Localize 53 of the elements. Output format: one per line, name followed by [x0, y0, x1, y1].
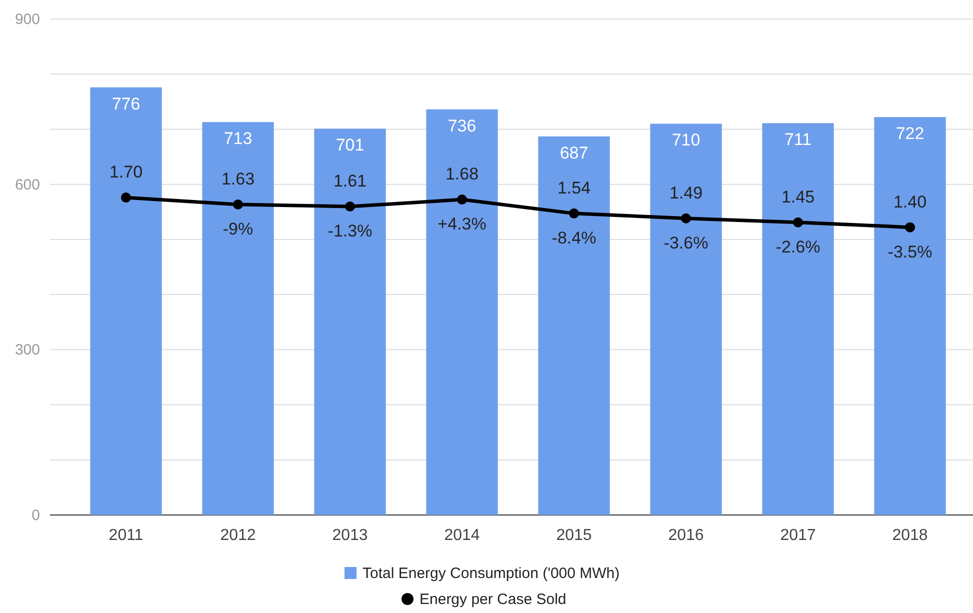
bar: [762, 123, 834, 515]
x-tick-label: 2016: [668, 527, 704, 544]
data-label: 1.63: [221, 170, 255, 189]
point: [681, 213, 691, 224]
bar: [314, 128, 386, 515]
x-tick-label: 2013: [332, 527, 368, 544]
annotation: +4.3%: [438, 214, 486, 234]
data-label: 687: [560, 143, 588, 162]
y-tick-label: 600: [14, 176, 40, 194]
data-label: 736: [448, 116, 476, 136]
point: [233, 200, 243, 210]
y-tick-label: 900: [14, 11, 40, 28]
point: [905, 222, 915, 232]
y-tick-label: 300: [14, 342, 40, 359]
point: [793, 217, 803, 228]
data-label: 1.68: [445, 164, 479, 184]
annotation: -3.6%: [664, 233, 708, 252]
data-label: 722: [896, 124, 924, 144]
point: [457, 194, 467, 205]
data-label: 1.49: [669, 183, 703, 202]
point: [345, 201, 355, 212]
data-label: 1.54: [557, 178, 591, 198]
bar: [538, 136, 610, 515]
x-tick-label: 2014: [444, 527, 480, 544]
data-label: 1.61: [333, 171, 367, 190]
bar: [650, 124, 722, 515]
annotation: -8.4%: [552, 228, 596, 248]
x-tick-label: 2011: [108, 527, 144, 544]
bar: [202, 122, 274, 515]
data-label: 1.45: [781, 187, 815, 206]
x-tick-label: 2018: [892, 527, 928, 544]
y-tick-label: 0: [32, 507, 40, 524]
bar: [426, 109, 498, 515]
data-label: 710: [672, 130, 700, 150]
data-label: 1.40: [893, 192, 927, 212]
point: [121, 192, 131, 203]
legend-label: Energy per Case Sold: [420, 591, 566, 608]
legend-label: Total Energy Consumption ('000 MWh): [362, 565, 620, 582]
annotation: -2.6%: [776, 237, 820, 256]
bar: [90, 87, 162, 515]
x-tick-label: 2012: [220, 527, 256, 544]
annotation: -9%: [222, 220, 254, 239]
point: [569, 208, 579, 218]
data-label: 701: [336, 136, 364, 155]
data-label: 711: [784, 130, 812, 150]
data-label: 713: [224, 129, 252, 148]
bar: [874, 117, 946, 515]
annotation: -1.3%: [328, 221, 372, 240]
x-tick-label: 2015: [556, 527, 592, 544]
annotation: -3.5%: [888, 242, 932, 262]
data-label: 776: [112, 94, 140, 114]
x-tick-label: 2017: [780, 527, 816, 544]
data-label: 1.70: [109, 162, 143, 182]
